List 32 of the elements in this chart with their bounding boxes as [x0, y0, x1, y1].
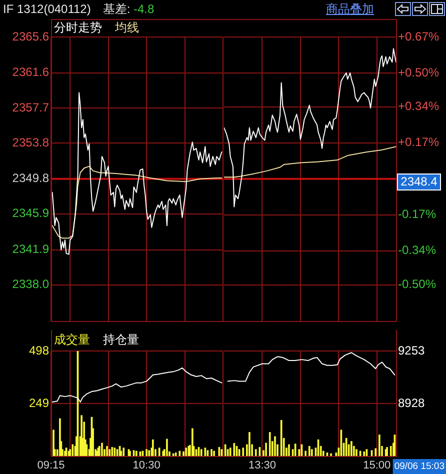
y-tick-label: 2365.6 — [12, 29, 50, 44]
y2-tick-label: -0.17% — [398, 207, 436, 222]
text: 商品叠加 — [326, 1, 374, 18]
y-tick-label: 2345.9 — [12, 206, 50, 220]
x-tick-label: 10:30 — [132, 460, 160, 472]
y2-tick-label: +0.67% — [398, 29, 440, 44]
y2-tick-label: +0.17% — [398, 135, 440, 150]
y2-tick-label: +0.50% — [398, 65, 440, 80]
text: 基差: -4.8 — [102, 2, 154, 16]
y-tick-label: 498 — [28, 343, 50, 358]
chart-title: IF 1312(040112) — [3, 2, 91, 16]
y-tick-label: 2353.8 — [12, 135, 50, 150]
x-tick-label: 15:00 — [363, 460, 391, 472]
y-tick-label: 2338.0 — [12, 277, 50, 292]
text: 持仓量 — [103, 332, 139, 346]
text: 均线 — [114, 20, 139, 34]
y-tick-label: 249 — [28, 396, 50, 410]
series-label: 成交量 — [54, 332, 90, 346]
x-tick-label: 09:15 — [37, 460, 65, 472]
y-tick-label: 2349.8 — [12, 171, 50, 186]
y2-tick-label: 9253 — [398, 343, 426, 358]
y2-tick-label: -0.34% — [398, 243, 436, 258]
y2-tick-label: -0.50% — [398, 277, 436, 292]
x-tick-label: 13:30 — [248, 460, 276, 472]
y-tick-label: 2361.6 — [12, 65, 50, 80]
y2-tick-label: 8928 — [398, 396, 426, 410]
text: 2348.4 — [400, 174, 438, 188]
y2-tick-label: +0.34% — [398, 99, 440, 114]
y-tick-label: 2357.7 — [12, 100, 50, 114]
text: 09/06 15:03 — [394, 461, 444, 472]
text: 分时走势 — [54, 20, 102, 34]
y-tick-label: 2341.9 — [12, 242, 50, 256]
